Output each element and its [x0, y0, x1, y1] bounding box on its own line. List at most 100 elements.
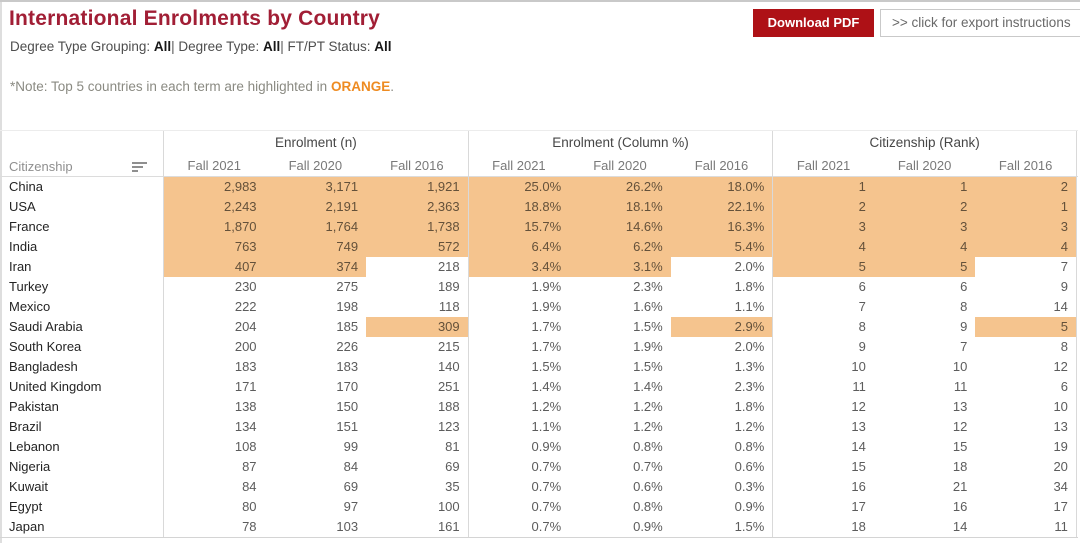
data-cell[interactable]: 0.7% [467, 497, 570, 517]
data-cell[interactable]: 18.8% [467, 197, 570, 217]
data-cell[interactable]: 13 [975, 417, 1077, 437]
data-cell[interactable]: 1.8% [734, 399, 765, 414]
data-cell[interactable]: 108 [163, 437, 265, 457]
data-cell[interactable]: 4 [873, 237, 976, 257]
data-cell[interactable]: 1.1% [734, 299, 765, 314]
data-cell[interactable]: 12 [952, 419, 968, 434]
data-cell[interactable]: 0.8% [633, 439, 663, 454]
country-label[interactable]: Iran [9, 259, 32, 274]
country-label[interactable]: China [9, 179, 43, 194]
data-cell[interactable]: 5 [772, 257, 874, 277]
term-header[interactable]: Fall 2021 [467, 153, 570, 179]
data-cell[interactable]: 275 [336, 279, 359, 294]
data-cell[interactable]: 16.3% [670, 217, 773, 237]
term-header[interactable]: Fall 2020 [897, 158, 952, 173]
data-cell[interactable]: 9 [975, 277, 1077, 297]
data-cell[interactable]: 1.2% [633, 419, 663, 434]
data-cell[interactable]: 123 [437, 419, 460, 434]
data-cell[interactable]: 19 [975, 437, 1077, 457]
data-cell[interactable]: 14.6% [569, 217, 671, 237]
sort-icon[interactable] [132, 162, 147, 174]
data-cell[interactable]: 14 [975, 297, 1077, 317]
data-cell[interactable]: 1.6% [633, 299, 663, 314]
country-label[interactable]: Bangladesh [9, 359, 78, 374]
data-cell[interactable]: 3 [975, 217, 1077, 237]
data-cell[interactable]: 2,363 [366, 197, 468, 217]
data-cell[interactable]: 9 [772, 337, 874, 357]
data-cell[interactable]: 8 [975, 337, 1077, 357]
data-cell[interactable]: 15.7% [467, 217, 570, 237]
data-cell[interactable]: 2.9% [670, 317, 773, 337]
data-cell[interactable]: 309 [366, 317, 468, 337]
data-cell[interactable]: 183 [163, 357, 265, 377]
data-cell[interactable]: 572 [366, 237, 468, 257]
data-cell[interactable]: 5 [975, 317, 1077, 337]
data-cell[interactable]: 0.3% [734, 479, 765, 494]
data-cell[interactable]: 80 [163, 497, 265, 517]
data-cell[interactable]: 35 [445, 479, 460, 494]
data-cell[interactable]: 188 [437, 399, 460, 414]
data-cell[interactable]: 7 [772, 297, 874, 317]
citizenship-column-header[interactable]: Citizenship [0, 153, 163, 179]
term-header[interactable]: Fall 2021 [772, 153, 874, 179]
country-label[interactable]: Pakistan [9, 399, 59, 414]
data-cell[interactable]: 1.5% [633, 319, 663, 334]
data-cell[interactable]: 183 [336, 359, 359, 374]
data-cell[interactable]: 151 [336, 419, 359, 434]
data-cell[interactable]: 18 [772, 517, 874, 537]
data-cell[interactable]: 1 [772, 177, 874, 197]
data-cell[interactable]: 5 [873, 257, 976, 277]
data-cell[interactable]: 0.7% [467, 457, 570, 477]
data-cell[interactable]: 3 [873, 217, 976, 237]
data-cell[interactable]: 11 [772, 377, 874, 397]
data-cell[interactable]: 1.8% [734, 279, 765, 294]
country-label[interactable]: Saudi Arabia [9, 319, 83, 334]
data-cell[interactable]: 6.4% [467, 237, 570, 257]
data-cell[interactable]: 2.0% [734, 339, 765, 354]
data-cell[interactable]: 3.1% [569, 257, 671, 277]
data-cell[interactable]: 7 [960, 339, 968, 354]
data-cell[interactable]: 99 [343, 439, 359, 454]
data-cell[interactable]: 1,738 [366, 217, 468, 237]
data-cell[interactable]: 134 [163, 417, 265, 437]
data-cell[interactable]: 0.7% [467, 477, 570, 497]
data-cell[interactable]: 204 [163, 317, 265, 337]
data-cell[interactable]: 84 [343, 459, 359, 474]
data-cell[interactable]: 0.6% [734, 459, 765, 474]
data-cell[interactable]: 8 [772, 317, 874, 337]
data-cell[interactable]: 1.9% [467, 297, 570, 317]
country-label[interactable]: Nigeria [9, 459, 51, 474]
data-cell[interactable]: 6 [960, 279, 968, 294]
data-cell[interactable]: 140 [437, 359, 460, 374]
data-cell[interactable]: 1.4% [633, 379, 663, 394]
data-cell[interactable]: 12 [772, 397, 874, 417]
data-cell[interactable]: 749 [264, 237, 367, 257]
data-cell[interactable]: 138 [163, 397, 265, 417]
data-cell[interactable]: 215 [437, 339, 460, 354]
data-cell[interactable]: 0.8% [734, 439, 765, 454]
data-cell[interactable]: 2,191 [264, 197, 367, 217]
term-header[interactable]: Fall 2020 [593, 158, 647, 173]
data-cell[interactable]: 222 [163, 297, 265, 317]
country-label[interactable]: Mexico [9, 299, 51, 314]
download-pdf-button[interactable]: Download PDF [753, 9, 874, 37]
country-label[interactable]: Brazil [9, 419, 42, 434]
country-label[interactable]: USA [9, 199, 36, 214]
data-cell[interactable]: 9 [960, 319, 968, 334]
data-cell[interactable]: 13 [952, 399, 968, 414]
data-cell[interactable]: 6.2% [569, 237, 671, 257]
data-cell[interactable]: 15 [772, 457, 874, 477]
country-label[interactable]: United Kingdom [9, 379, 102, 394]
data-cell[interactable]: 0.9% [633, 519, 663, 534]
data-cell[interactable]: 1,921 [366, 177, 468, 197]
data-cell[interactable]: 1.3% [734, 359, 765, 374]
data-cell[interactable]: 226 [336, 339, 359, 354]
term-header[interactable]: Fall 2016 [694, 158, 749, 173]
data-cell[interactable]: 16 [772, 477, 874, 497]
data-cell[interactable]: 2 [873, 197, 976, 217]
data-cell[interactable]: 1,870 [163, 217, 265, 237]
data-cell[interactable]: 97 [343, 499, 359, 514]
data-cell[interactable]: 1.7% [467, 337, 570, 357]
data-cell[interactable]: 25.0% [467, 177, 570, 197]
data-cell[interactable]: 189 [437, 279, 460, 294]
